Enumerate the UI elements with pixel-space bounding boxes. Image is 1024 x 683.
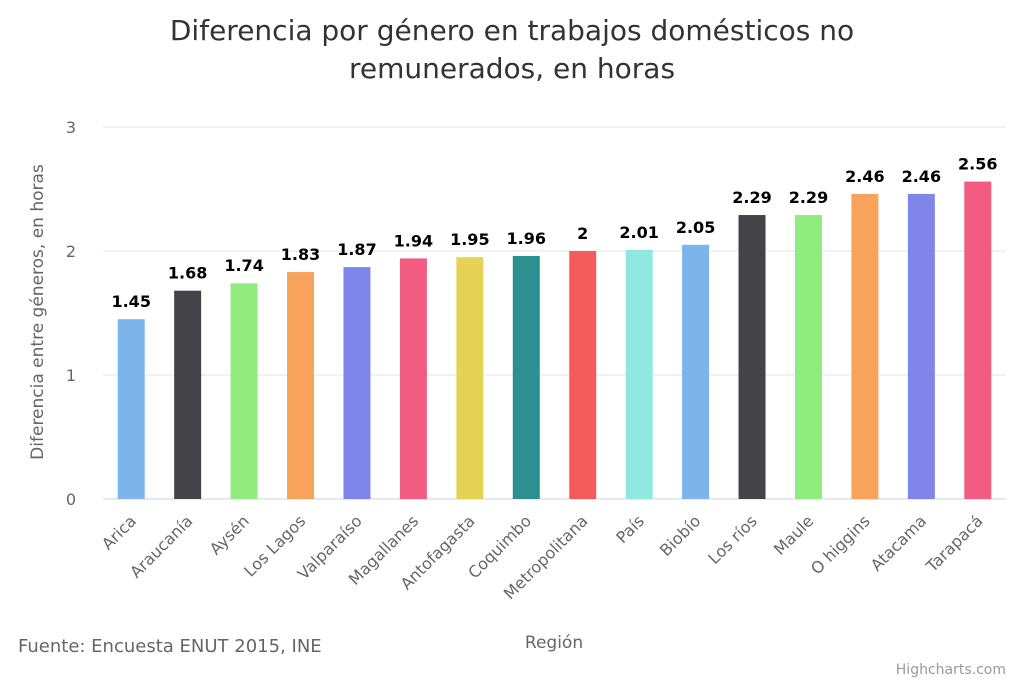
bar[interactable] — [399, 258, 427, 499]
x-category-label: O higgins — [807, 511, 874, 578]
chart-title-line-1: Diferencia por género en trabajos domést… — [170, 14, 854, 47]
bars — [117, 181, 992, 500]
data-label: 2.46 — [902, 167, 941, 186]
x-category-label: País — [612, 511, 648, 547]
y-tick-label: 2 — [66, 242, 76, 261]
x-category-label: Atacama — [867, 511, 930, 574]
data-label: 2.56 — [958, 155, 997, 174]
data-labels: 1.45 1.68 1.74 1.83 1.87 1.94 1.95 1.96 2 2.01 2.0… — [111, 155, 997, 312]
data-label: 2.29 — [789, 188, 828, 207]
bar[interactable] — [512, 255, 540, 499]
x-category-label: Maule — [770, 511, 817, 558]
bar[interactable] — [625, 249, 653, 499]
source-note: Fuente: Encuesta ENUT 2015, INE — [18, 636, 322, 657]
x-category-label: Los ríos — [704, 511, 761, 568]
data-label: 1.83 — [281, 245, 320, 264]
x-category-label: Aysén — [206, 511, 253, 558]
y-tick-label: 1 — [66, 366, 76, 385]
data-label: 1.96 — [507, 229, 546, 248]
bar[interactable] — [738, 215, 766, 500]
y-axis-title: Diferencia entre géneros, en horas — [28, 164, 48, 460]
x-category-label: Tarapacá — [922, 511, 987, 576]
y-tick-labels: 0 1 2 3 — [66, 118, 76, 509]
data-label: 1.87 — [337, 240, 376, 259]
data-label: 2.46 — [845, 167, 884, 186]
x-category-label: Biobío — [656, 511, 705, 560]
data-label: 2.05 — [676, 218, 715, 237]
data-label: 1.45 — [111, 292, 150, 311]
data-label: 2.29 — [732, 188, 771, 207]
bar[interactable] — [174, 290, 202, 499]
bar[interactable] — [851, 193, 879, 499]
data-label: 1.68 — [168, 264, 207, 283]
x-axis-title: Región — [525, 633, 583, 653]
data-label: 1.74 — [224, 256, 263, 275]
data-label: 2.01 — [619, 223, 658, 242]
data-label: 1.95 — [450, 230, 489, 249]
credits-link[interactable]: Highcharts.com — [896, 662, 1006, 678]
bar[interactable] — [907, 193, 935, 499]
y-tick-label: 0 — [66, 490, 76, 509]
chart-title-line-2: remunerados, en horas — [349, 52, 675, 85]
bar[interactable] — [794, 215, 822, 500]
bar[interactable] — [230, 283, 258, 499]
bar[interactable] — [569, 251, 597, 499]
bar[interactable] — [964, 181, 992, 499]
bar[interactable] — [682, 244, 710, 499]
bar[interactable] — [343, 267, 371, 499]
y-tick-label: 3 — [66, 118, 76, 137]
bar[interactable] — [287, 272, 315, 499]
bar[interactable] — [117, 319, 145, 499]
x-category-label: Arica — [98, 511, 140, 553]
data-label: 2 — [577, 224, 588, 243]
data-label: 1.94 — [394, 231, 433, 250]
bar[interactable] — [456, 257, 484, 499]
